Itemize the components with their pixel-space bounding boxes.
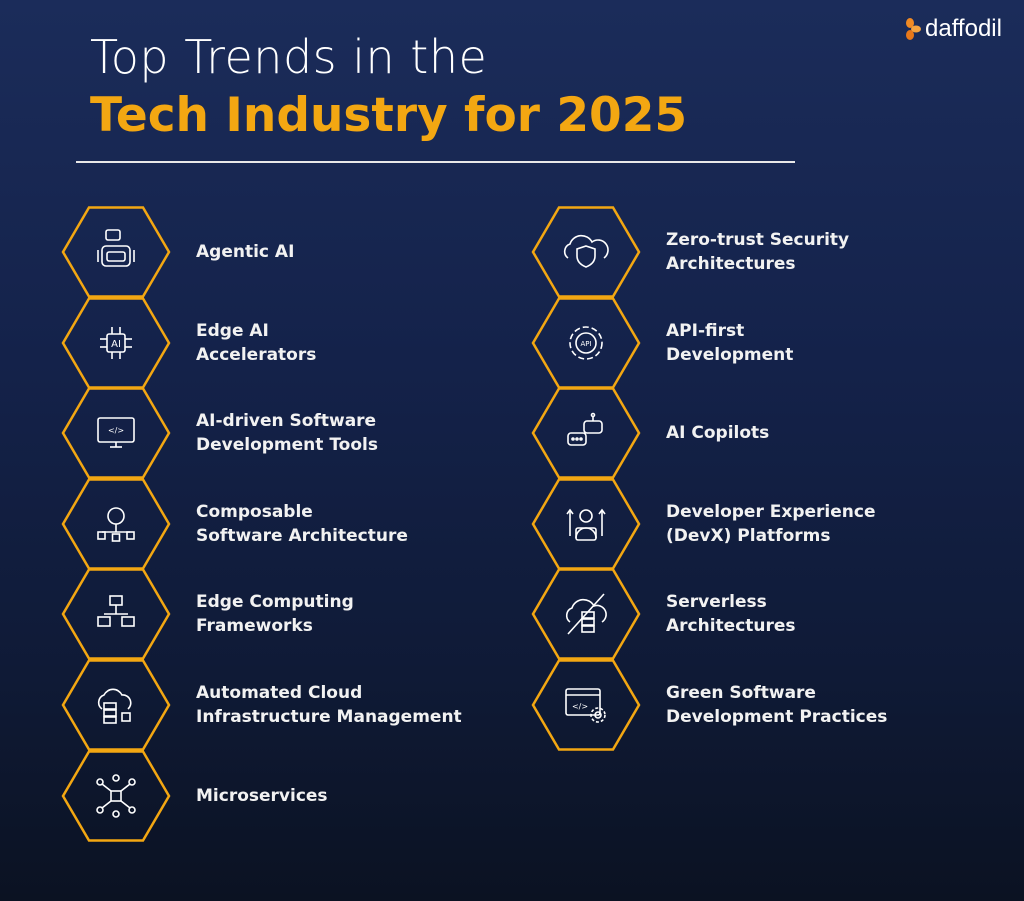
cloud-server-slash-icon (565, 593, 607, 635)
trend-label: Edge Computing Frameworks (196, 592, 354, 637)
svg-text:</>: </> (108, 426, 124, 435)
hexagon-frame (531, 568, 641, 661)
trend-label: Green Software Development Practices (666, 683, 888, 727)
hexagon-frame: AI (61, 296, 171, 389)
svg-text:</>: </> (572, 702, 588, 711)
cloud-server-icon (97, 688, 132, 724)
trend-label: Microservices (196, 785, 328, 806)
monitor-code-icon: </> (97, 417, 135, 448)
trend-label: AI Copilots (666, 423, 770, 444)
hexagon-frame (531, 206, 641, 298)
api-gear-icon: API (569, 325, 603, 360)
trend-label: Automated Cloud Infrastructure Managemen… (196, 683, 462, 727)
ai-chip-icon: AI (100, 326, 132, 359)
trend-label: Edge AI Accelerators (196, 320, 317, 365)
hexagon-frame (61, 206, 171, 298)
trend-label: Developer Experience (DevX) Platforms (666, 501, 876, 546)
robot-chat-bubbles-icon (567, 412, 603, 446)
trend-label: Agentic AI (196, 242, 295, 262)
title-line-2: Tech Industry for 2025 (90, 88, 688, 143)
trend-item: API API-first Development (531, 296, 951, 389)
hexagon-frame: API (531, 296, 641, 389)
trend-label: API-first Development (666, 320, 794, 365)
browser-code-gear-icon: </> (565, 688, 606, 723)
trend-item: Agentic AI (61, 206, 481, 298)
logo-text: daffodil (925, 15, 1002, 42)
trend-item: Composable Software Architecture (61, 478, 481, 570)
trend-item: </> Green Software Development Practices (531, 659, 951, 751)
developer-arrows-icon (566, 508, 606, 541)
trend-label: Zero-trust Security Architectures (666, 230, 850, 274)
trend-item: Edge Computing Frameworks (61, 568, 481, 661)
hexagon-frame: </> (61, 387, 171, 479)
trend-item: Serverless Architectures (531, 568, 951, 661)
hexagon-frame: </> (531, 659, 641, 751)
svg-text:API: API (580, 340, 591, 348)
robot-chat-icon (97, 229, 135, 267)
hexagon-frame (61, 568, 171, 661)
hexagon-frame (531, 478, 641, 570)
hexagon-frame (531, 387, 641, 479)
hexagon-frame (61, 659, 171, 751)
hexagon-frame (61, 478, 171, 570)
network-computers-icon (97, 595, 135, 628)
trend-item: AI Edge AI Accelerators (61, 296, 481, 389)
trend-item: AI Copilots (531, 387, 951, 479)
title-divider (76, 161, 795, 163)
trend-label: Serverless Architectures (666, 592, 796, 637)
cloud-shield-icon (563, 234, 609, 268)
trend-item: </> AI-driven Software Development Tools (61, 387, 481, 479)
trend-label: AI-driven Software Development Tools (196, 411, 378, 456)
hexagon-frame (61, 749, 171, 842)
trend-item: Zero-trust Security Architectures (531, 206, 951, 298)
svg-text:AI: AI (111, 339, 121, 350)
trend-item: Microservices (61, 749, 481, 842)
daffodil-flower-icon (906, 18, 921, 40)
title-line-1: Top Trends in the (90, 30, 488, 84)
gear-network-icon (97, 506, 135, 542)
trend-item: Developer Experience (DevX) Platforms (531, 478, 951, 570)
trend-label: Composable Software Architecture (196, 501, 408, 546)
cube-nodes-icon (96, 773, 136, 818)
trend-item: Automated Cloud Infrastructure Managemen… (61, 659, 481, 751)
daffodil-logo: daffodil (903, 15, 1002, 43)
